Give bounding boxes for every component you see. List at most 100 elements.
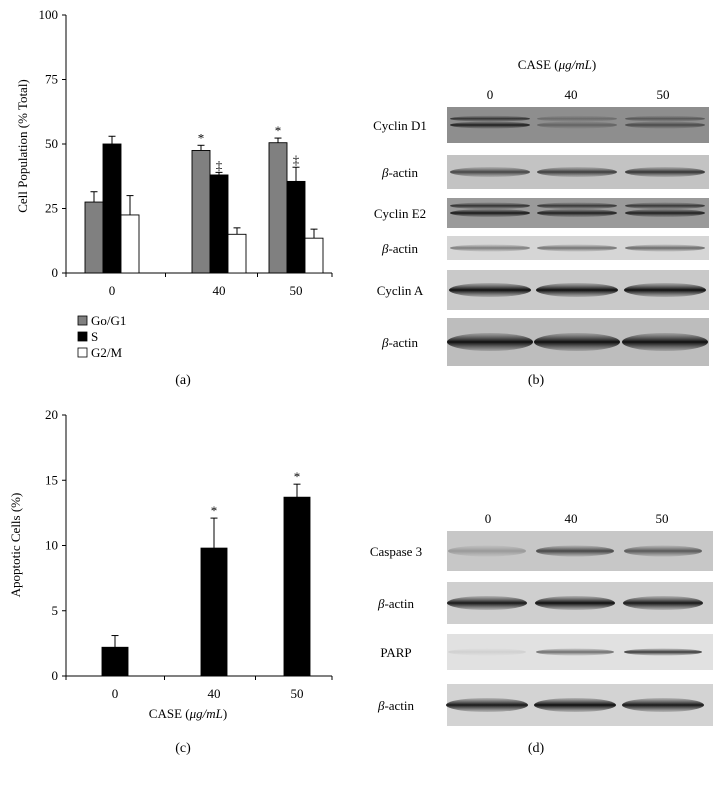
legend-label-s: S [91, 329, 98, 344]
bar [84, 201, 104, 274]
chart-a-ylabel: Cell Population (% Total) [15, 79, 30, 213]
legend-label-g2m: G2/M [91, 345, 123, 360]
blot-row-label: Cyclin D1 [373, 118, 427, 133]
chart-c-xlabel: CASE (μg/mL) [149, 706, 227, 721]
significance-mark: ‡ [293, 152, 300, 167]
blot-row-label: PARP [380, 645, 411, 660]
blot-label-text: Caspase 3 [370, 544, 422, 559]
blot-band [537, 202, 617, 210]
blot-label-rest: -actin [384, 698, 414, 713]
blot-band [622, 333, 708, 351]
significance-mark: ‡ [216, 157, 223, 172]
bar [191, 149, 211, 274]
blot-label-rest: -actin [388, 335, 418, 350]
chart-c-ylabel: Apoptotic Cells (%) [8, 493, 23, 598]
blot-b-title-post: ) [592, 57, 596, 72]
chart-c-xlabel-unit: μg/mL [189, 706, 223, 721]
blot-b-lane-40: 40 [565, 87, 578, 102]
bar [120, 214, 140, 274]
x-tick-label: 0 [109, 283, 116, 298]
blot-band [625, 209, 705, 217]
x-tick-label: 0 [112, 686, 119, 701]
y-tick-label: 0 [52, 265, 59, 280]
blot-band [534, 333, 620, 351]
chart-c-xlabel-pre: CASE ( [149, 706, 190, 721]
chart-a-legend: Go/G1 S G2/M [77, 313, 126, 360]
significance-mark: * [294, 469, 301, 484]
legend-swatch-s [77, 331, 88, 342]
x-tick-label: 50 [291, 686, 304, 701]
blot-band [624, 283, 706, 297]
bar [101, 646, 129, 677]
blot-band [537, 121, 617, 129]
blot-band [624, 545, 702, 557]
blot-row-label: Cyclin A [377, 283, 424, 298]
blot-row-label: β-actin [377, 698, 415, 713]
y-tick-label: 50 [45, 136, 58, 151]
y-tick-label: 10 [45, 538, 58, 553]
blot-band [625, 121, 705, 129]
blot-band [446, 698, 528, 712]
blot-band [450, 115, 530, 122]
blot-row-label: β-actin [381, 165, 419, 180]
blot-band [450, 167, 530, 177]
legend-label-g0g1: Go/G1 [91, 313, 126, 328]
blot-row-label: β-actin [381, 335, 419, 350]
apoptosis-chart: 0 5 10 15 20 0 40 50 * * [45, 407, 333, 701]
blot-band [536, 283, 618, 297]
blot-label-beta: β [377, 698, 385, 713]
blot-label-beta: β [377, 596, 385, 611]
blot-band [535, 596, 615, 610]
y-tick-label: 15 [45, 472, 58, 487]
x-tick-label: 40 [213, 283, 226, 298]
blot-b-lane-0: 0 [487, 87, 494, 102]
panel-letter-a: (a) [175, 373, 191, 388]
blot-b-title: CASE (μg/mL) [518, 57, 596, 72]
blot-row-label: Cyclin E2 [374, 206, 426, 221]
blot-band [447, 596, 527, 610]
blot-band [623, 596, 703, 610]
blot-band [450, 209, 530, 217]
bar [227, 233, 247, 274]
cell-cycle-chart: 0 25 50 75 100 0 40 50 * * ‡ ‡ [39, 7, 333, 298]
blot-band [625, 244, 705, 252]
blot-band [537, 244, 617, 252]
blot-label-rest: -actin [384, 596, 414, 611]
blot-band [536, 545, 614, 557]
blot-label-text: Cyclin A [377, 283, 424, 298]
blot-band [622, 698, 704, 712]
blot-band [624, 648, 702, 656]
bar [286, 180, 306, 274]
blot-band [537, 167, 617, 177]
blot-d-lane-0: 0 [485, 511, 492, 526]
significance-mark: * [275, 123, 282, 138]
blot-band [448, 648, 526, 656]
blot-label-text: PARP [380, 645, 411, 660]
significance-mark: * [211, 503, 218, 518]
x-tick-label: 40 [208, 686, 221, 701]
panel-letter-d: (d) [528, 741, 545, 756]
y-tick-label: 0 [52, 668, 59, 683]
bar [102, 143, 122, 274]
blot-band [536, 648, 614, 656]
blot-band [537, 209, 617, 217]
y-tick-label: 5 [52, 603, 59, 618]
blot-label-beta: β [381, 241, 389, 256]
y-tick-label: 25 [45, 201, 58, 216]
blot-band [448, 545, 526, 557]
blot-label-rest: -actin [388, 241, 418, 256]
x-tick-label: 50 [290, 283, 303, 298]
significance-mark: * [198, 130, 205, 145]
blot-d-lane-40: 40 [565, 511, 578, 526]
blot-band [534, 698, 616, 712]
panel-letter-c: (c) [175, 741, 191, 756]
blot-b-title-pre: CASE ( [518, 57, 559, 72]
bar [200, 547, 228, 677]
panel-letter-b: (b) [528, 373, 545, 388]
blot-row-label: Caspase 3 [370, 544, 422, 559]
bar [304, 237, 324, 274]
blot-d-lane-50: 50 [656, 511, 669, 526]
blot-band [450, 244, 530, 252]
